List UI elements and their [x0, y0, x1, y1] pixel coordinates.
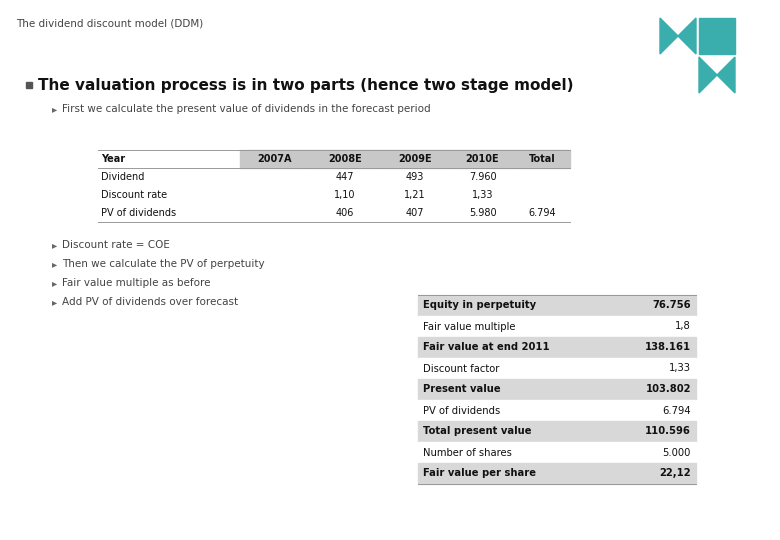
Text: Total: Total [529, 154, 556, 164]
Bar [240, 150, 310, 168]
Text: 2007A: 2007A [257, 154, 292, 164]
Text: 110.596: 110.596 [645, 427, 691, 436]
Text: Total present value: Total present value [423, 427, 531, 436]
Text: Then we calculate the PV of perpetuity: Then we calculate the PV of perpetuity [62, 259, 264, 269]
Polygon shape [699, 57, 717, 93]
Text: 1,21: 1,21 [404, 190, 426, 200]
Text: Number of shares: Number of shares [423, 448, 512, 457]
Text: 407: 407 [406, 208, 424, 218]
Text: PV of dividends: PV of dividends [101, 208, 176, 218]
Bar [418, 463, 696, 484]
Polygon shape [678, 18, 696, 54]
Text: Fair value per share: Fair value per share [423, 469, 536, 478]
Text: 1,33: 1,33 [472, 190, 493, 200]
Text: 406: 406 [336, 208, 354, 218]
Text: 2010E: 2010E [466, 154, 499, 164]
Text: ▸: ▸ [52, 104, 57, 114]
Text: 7.960: 7.960 [469, 172, 496, 182]
Bar [418, 316, 696, 337]
Text: 5.000: 5.000 [663, 448, 691, 457]
Bar [515, 150, 570, 168]
Text: ▸: ▸ [52, 259, 57, 269]
Bar [26, 82, 32, 88]
Text: ▸: ▸ [52, 240, 57, 250]
Text: Discount rate = COE: Discount rate = COE [62, 240, 170, 250]
Text: First we calculate the present value of dividends in the forecast period: First we calculate the present value of … [62, 104, 431, 114]
Text: Dividend: Dividend [101, 172, 144, 182]
Text: 2008E: 2008E [328, 154, 362, 164]
Text: 447: 447 [335, 172, 354, 182]
Text: Present value: Present value [423, 384, 501, 395]
Text: 1,33: 1,33 [669, 363, 691, 374]
Text: Year: Year [101, 154, 125, 164]
Text: Equity in perpetuity: Equity in perpetuity [423, 300, 536, 310]
Text: Fair value multiple: Fair value multiple [423, 321, 516, 332]
Text: The dividend discount model (DDM): The dividend discount model (DDM) [16, 18, 204, 28]
Bar [418, 442, 696, 463]
Polygon shape [660, 18, 678, 54]
Bar [310, 150, 380, 168]
Bar [418, 379, 696, 400]
Text: 103.802: 103.802 [646, 384, 691, 395]
Text: Discount rate: Discount rate [101, 190, 167, 200]
Text: Add PV of dividends over forecast: Add PV of dividends over forecast [62, 297, 238, 307]
Text: 6.794: 6.794 [529, 208, 556, 218]
Text: Discount factor: Discount factor [423, 363, 499, 374]
Text: 1,8: 1,8 [675, 321, 691, 332]
Bar [418, 358, 696, 379]
Bar [418, 400, 696, 421]
Bar [418, 295, 696, 316]
Text: The valuation process is in two parts (hence two stage model): The valuation process is in two parts (h… [38, 78, 573, 93]
Text: ▸: ▸ [52, 297, 57, 307]
Text: 6.794: 6.794 [662, 406, 691, 415]
Text: PV of dividends: PV of dividends [423, 406, 500, 415]
Bar [450, 150, 515, 168]
Text: 493: 493 [406, 172, 424, 182]
Text: 138.161: 138.161 [645, 342, 691, 353]
Bar [418, 421, 696, 442]
Bar [699, 18, 735, 54]
Text: 22,12: 22,12 [659, 469, 691, 478]
Text: 5.980: 5.980 [469, 208, 496, 218]
Text: 2009E: 2009E [398, 154, 432, 164]
Bar [418, 337, 696, 358]
Polygon shape [717, 57, 735, 93]
Text: Fair value multiple as before: Fair value multiple as before [62, 278, 211, 288]
Text: Fair value at end 2011: Fair value at end 2011 [423, 342, 550, 353]
Text: ▸: ▸ [52, 278, 57, 288]
Text: 76.756: 76.756 [652, 300, 691, 310]
Bar [380, 150, 450, 168]
Text: 1,10: 1,10 [335, 190, 356, 200]
